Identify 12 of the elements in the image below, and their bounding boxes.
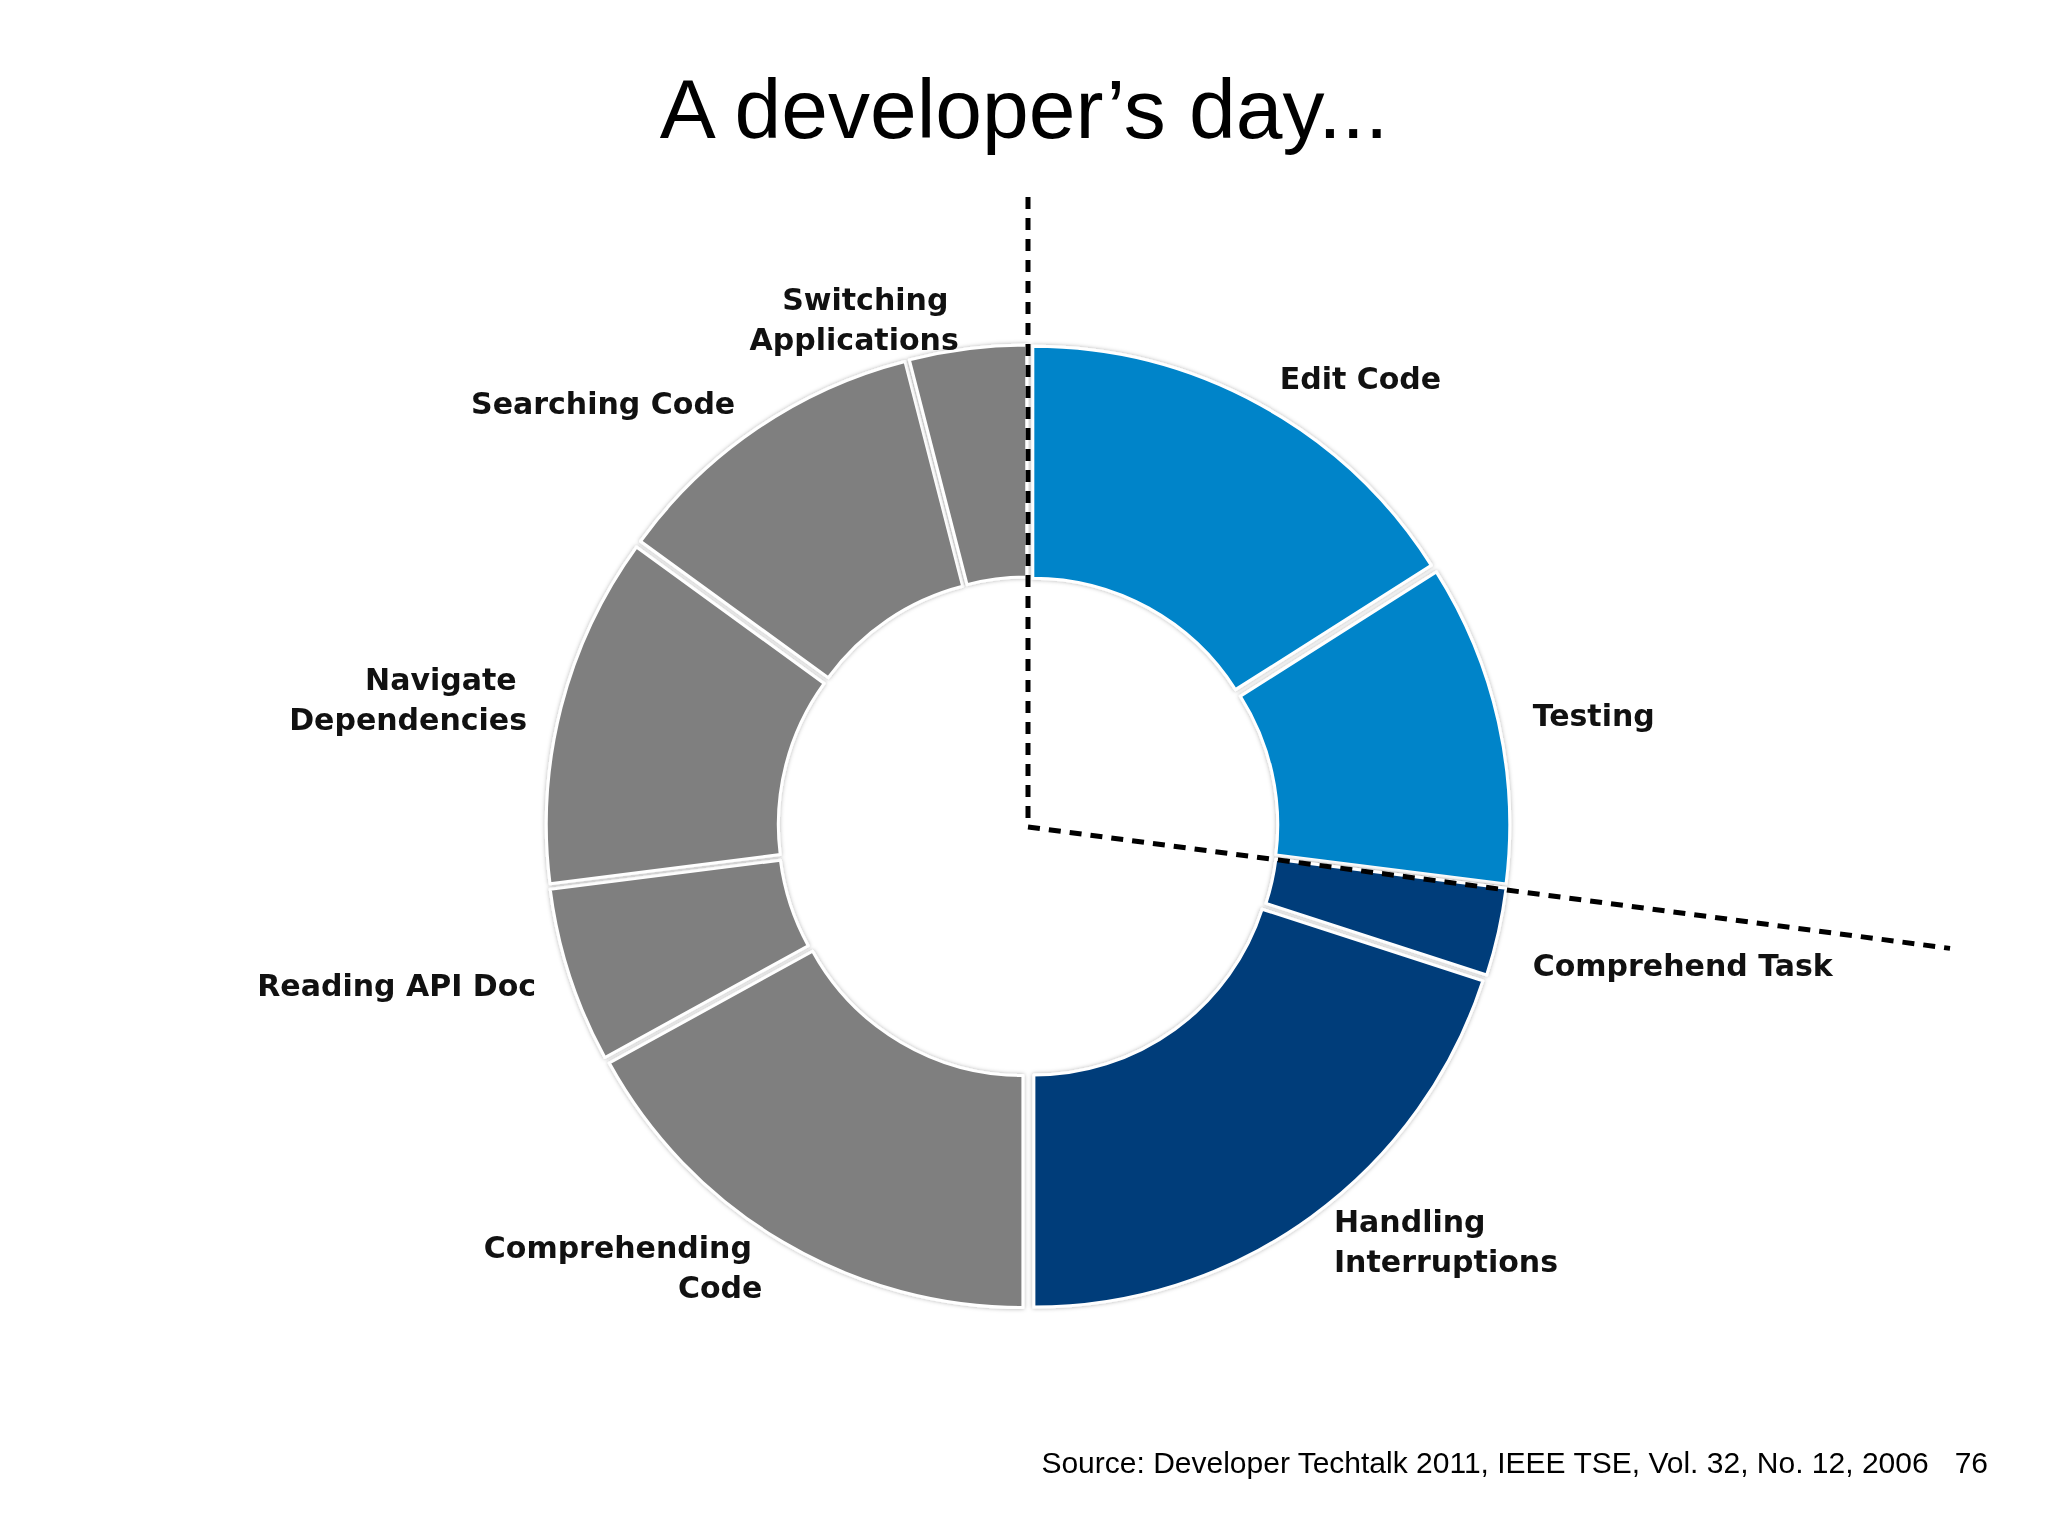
- text: 76: [1954, 1446, 1988, 1480]
- slice-label: Switching Applications: [749, 281, 959, 357]
- chart-title: A developer’s day...: [659, 62, 1389, 156]
- slice-label: Navigate Dependencies: [289, 662, 528, 738]
- slice-label: Handling Interruptions: [1333, 1203, 1559, 1279]
- slice-label: Edit Code: [1279, 360, 1442, 396]
- slice-label: Testing: [1532, 697, 1655, 733]
- slice-label: Reading API Doc: [257, 967, 537, 1003]
- source-note: Source: Developer Techtalk 2011, IEEE TSE, Vol. 32, No. 12, 2006: [1041, 1446, 1929, 1480]
- slice-label: Comprehending Code: [483, 1230, 763, 1306]
- slice-label: Searching Code: [471, 386, 736, 422]
- slice-label: Comprehend Task: [1532, 948, 1834, 984]
